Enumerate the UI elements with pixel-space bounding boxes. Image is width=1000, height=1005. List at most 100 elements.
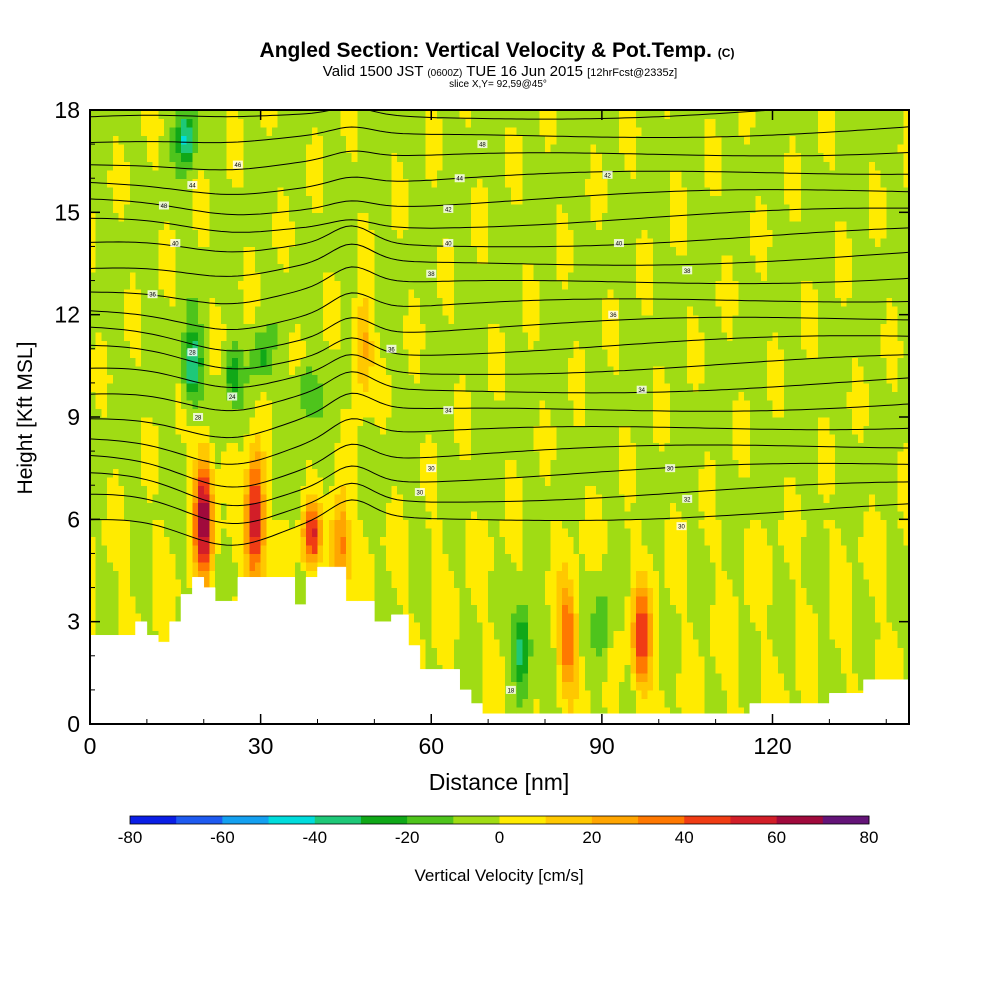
- velocity-cell: [306, 127, 313, 137]
- velocity-cell: [152, 314, 159, 324]
- velocity-cell: [431, 280, 438, 290]
- velocity-cell: [124, 536, 131, 546]
- velocity-cell: [107, 493, 114, 503]
- velocity-cell: [448, 135, 455, 145]
- velocity-cell: [181, 127, 188, 137]
- velocity-cell: [163, 536, 171, 546]
- velocity-cell: [363, 195, 370, 205]
- velocity-cell: [181, 110, 188, 120]
- velocity-cell: [408, 553, 415, 563]
- velocity-cell: [397, 144, 404, 154]
- velocity-cell: [95, 510, 102, 520]
- velocity-cell: [311, 451, 319, 461]
- velocity-cell: [459, 382, 466, 393]
- velocity-cell: [408, 425, 415, 435]
- velocity-cell: [454, 306, 461, 316]
- velocity-cell: [334, 459, 341, 469]
- velocity-cell: [368, 272, 375, 282]
- velocity-cell: [317, 502, 324, 512]
- velocity-cell: [397, 382, 404, 393]
- velocity-cell: [454, 212, 461, 222]
- velocity-cell: [289, 374, 296, 384]
- velocity-cell: [283, 570, 290, 580]
- velocity-cell: [408, 613, 415, 623]
- velocity-cell: [425, 263, 432, 273]
- velocity-cell: [118, 536, 125, 546]
- velocity-cell: [465, 544, 472, 555]
- velocity-cell: [419, 178, 427, 188]
- velocity-cell: [419, 118, 427, 128]
- velocity-cell: [209, 434, 216, 444]
- velocity-cell: [340, 178, 347, 188]
- velocity-cell: [135, 314, 142, 324]
- velocity-cell: [436, 502, 444, 512]
- velocity-cell: [283, 340, 290, 350]
- velocity-cell: [328, 468, 336, 478]
- velocity-cell: [118, 374, 125, 384]
- velocity-cell: [107, 340, 114, 350]
- velocity-cell: [283, 127, 290, 137]
- velocity-cell: [249, 135, 256, 145]
- velocity-cell: [425, 237, 432, 248]
- velocity-cell: [209, 212, 216, 222]
- velocity-cell: [391, 314, 398, 324]
- velocity-cell: [431, 510, 438, 520]
- velocity-cell: [101, 348, 108, 358]
- velocity-cell: [163, 331, 171, 341]
- velocity-cell: [152, 169, 159, 179]
- velocity-cell: [95, 331, 102, 341]
- velocity-cell: [175, 587, 182, 597]
- velocity-cell: [431, 357, 438, 367]
- velocity-cell: [385, 314, 393, 324]
- velocity-cell: [203, 110, 211, 120]
- velocity-cell: [391, 135, 398, 145]
- velocity-cell: [425, 655, 432, 665]
- velocity-cell: [249, 280, 256, 290]
- velocity-cell: [175, 613, 182, 623]
- velocity-cell: [294, 485, 302, 495]
- velocity-cell: [317, 399, 324, 410]
- velocity-cell: [146, 254, 154, 265]
- velocity-cell: [374, 613, 381, 623]
- velocity-cell: [471, 613, 478, 623]
- velocity-cell: [277, 561, 284, 572]
- velocity-cell: [175, 408, 182, 418]
- velocity-cell: [95, 357, 102, 367]
- velocity-cell: [135, 178, 142, 188]
- velocity-cell: [289, 246, 296, 256]
- velocity-cell: [135, 382, 142, 393]
- velocity-cell: [141, 434, 148, 444]
- velocity-cell: [408, 621, 415, 631]
- velocity-cell: [465, 254, 472, 265]
- velocity-cell: [152, 152, 159, 162]
- velocity-cell: [397, 365, 404, 375]
- velocity-cell: [163, 527, 171, 537]
- velocity-cell: [158, 476, 165, 486]
- velocity-cell: [169, 340, 176, 350]
- velocity-cell: [146, 272, 154, 282]
- velocity-cell: [448, 178, 455, 188]
- velocity-cell: [118, 127, 125, 137]
- velocity-cell: [124, 519, 131, 529]
- velocity-cell: [323, 280, 330, 290]
- velocity-cell: [408, 630, 415, 640]
- velocity-cell: [454, 127, 461, 137]
- velocity-cell: [181, 314, 188, 324]
- velocity-cell: [425, 348, 432, 358]
- velocity-cell: [181, 178, 188, 188]
- velocity-cell: [129, 561, 137, 572]
- velocity-cell: [90, 570, 97, 580]
- velocity-cell: [209, 289, 216, 299]
- velocity-cell: [277, 254, 284, 265]
- velocity-cell: [334, 323, 341, 333]
- velocity-cell: [363, 399, 370, 410]
- velocity-cell: [476, 553, 484, 563]
- velocity-cell: [181, 340, 188, 350]
- velocity-cell: [368, 408, 375, 418]
- velocity-cell: [186, 254, 193, 265]
- velocity-cell: [107, 408, 114, 418]
- velocity-cell: [374, 408, 381, 418]
- velocity-cell: [436, 246, 444, 256]
- velocity-cell: [198, 561, 205, 572]
- velocity-cell: [323, 348, 330, 358]
